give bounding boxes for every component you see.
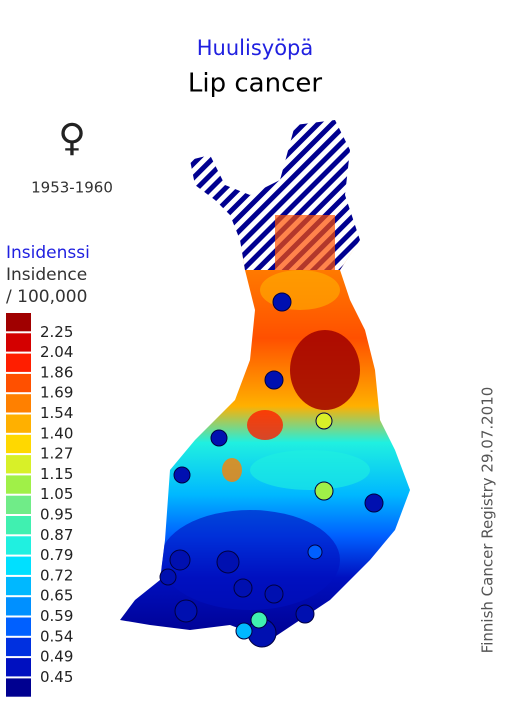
map xyxy=(120,120,410,648)
legend-swatch xyxy=(6,637,31,657)
legend-label: 1.05 xyxy=(40,485,73,503)
legend-label: 0.59 xyxy=(40,607,73,625)
title-en: Lip cancer xyxy=(188,69,322,99)
legend-swatch xyxy=(6,556,31,575)
legend-label: 0.95 xyxy=(40,506,73,524)
legend-title-en: Insidence xyxy=(6,265,87,285)
legend-label: 1.54 xyxy=(40,404,73,422)
legend-swatch xyxy=(6,333,31,352)
legend-label: 1.69 xyxy=(40,384,73,402)
legend-swatch xyxy=(6,516,31,535)
period: 1953-1960 xyxy=(31,179,113,197)
legend-label: 1.27 xyxy=(40,445,73,463)
legend-swatch xyxy=(6,455,31,474)
legend-label: 0.87 xyxy=(40,526,73,544)
credit: Finnish Cancer Registry 29.07.2010 xyxy=(479,387,497,654)
legend-label: 1.40 xyxy=(40,424,73,442)
legend-swatch xyxy=(6,576,31,596)
legend-label: 1.15 xyxy=(40,465,73,483)
legend-label: 0.79 xyxy=(40,546,73,564)
legend-swatch xyxy=(6,597,31,616)
legend-label: 0.54 xyxy=(40,627,73,645)
legend-label: 2.04 xyxy=(40,343,73,361)
legend-label: 0.49 xyxy=(40,648,73,666)
sex-symbol: ♀ xyxy=(58,116,86,160)
legend-label: 0.72 xyxy=(40,566,73,584)
legend-label: 2.25 xyxy=(40,323,73,341)
legend-title-fi: Insidenssi xyxy=(6,243,90,263)
legend-label: 1.86 xyxy=(40,363,73,381)
legend-swatch xyxy=(6,678,31,697)
legend-swatch xyxy=(6,434,31,454)
legend-swatch xyxy=(6,475,31,494)
legend-unit: / 100,000 xyxy=(6,287,87,307)
title-fi: Huulisyöpä xyxy=(197,36,314,60)
legend-label: 0.45 xyxy=(40,668,73,686)
legend: 2.25 2.04 1.86 1.69 1.54 1.40 1.27 1.15 1.05 0.95… xyxy=(6,313,73,697)
legend-swatch xyxy=(6,353,31,372)
legend-swatch xyxy=(6,658,31,677)
legend-swatch xyxy=(6,536,31,555)
legend-label: 0.65 xyxy=(40,587,73,605)
legend-swatch xyxy=(6,394,31,413)
legend-swatch xyxy=(6,414,31,433)
legend-swatch xyxy=(6,495,31,514)
legend-swatch xyxy=(6,373,31,393)
legend-swatch xyxy=(6,313,31,332)
legend-swatch xyxy=(6,617,31,636)
